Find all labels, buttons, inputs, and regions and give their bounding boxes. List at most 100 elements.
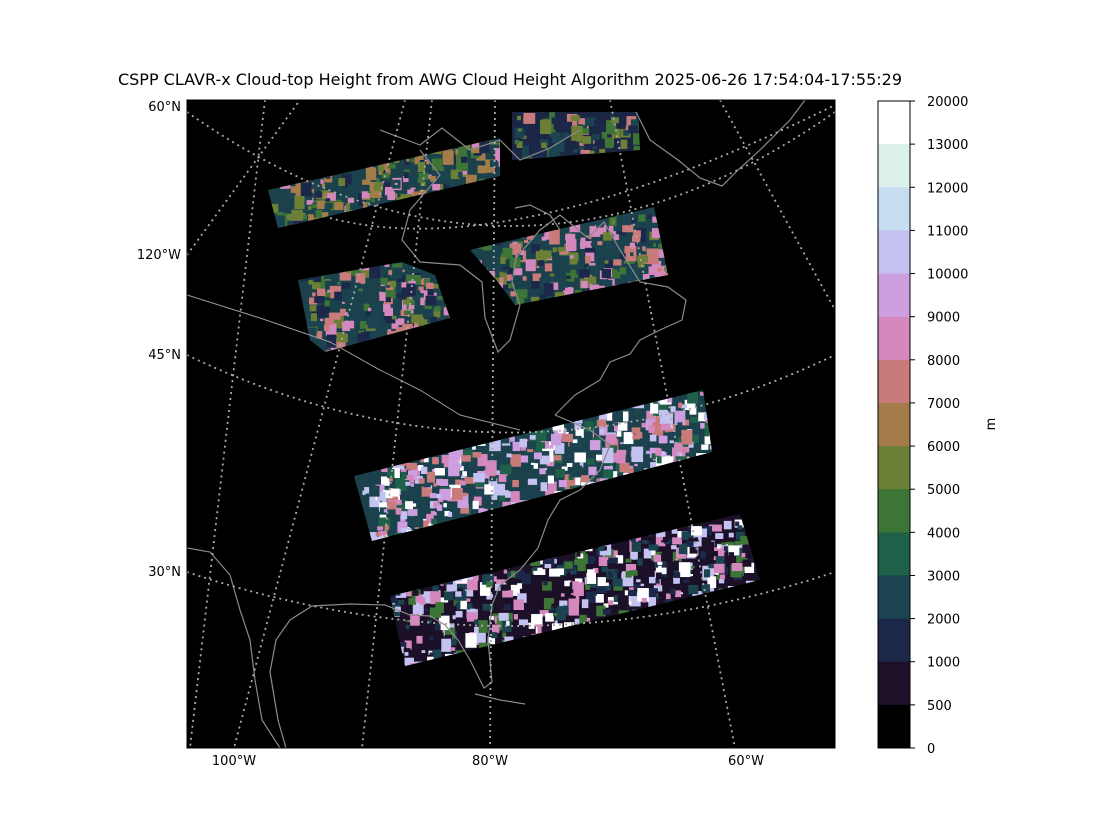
swath-pixel bbox=[314, 196, 326, 205]
swath-pixel bbox=[591, 476, 595, 480]
swath-pixel bbox=[502, 632, 507, 638]
swath-pixel bbox=[562, 132, 570, 138]
swath-pixel bbox=[358, 288, 364, 292]
swath-pixel bbox=[431, 316, 437, 324]
swath-pixel bbox=[310, 188, 315, 193]
swath-pixel bbox=[268, 203, 279, 214]
swath-pixel bbox=[516, 289, 528, 299]
swath-pixel bbox=[339, 308, 346, 316]
swath-pixel bbox=[549, 273, 555, 277]
swath-pixel bbox=[461, 449, 474, 461]
swath-pixel bbox=[584, 143, 593, 151]
colorbar-tick-label: 12000 bbox=[927, 181, 968, 196]
swath-pixel bbox=[619, 462, 630, 473]
swath-pixel bbox=[461, 475, 465, 479]
coastline-baffin bbox=[514, 204, 561, 231]
swath-pixel bbox=[719, 572, 725, 579]
swath-pixel bbox=[574, 423, 582, 430]
swath-pixel bbox=[517, 593, 527, 603]
swath-pixel bbox=[598, 411, 608, 420]
swath-pixel bbox=[325, 202, 333, 209]
map-panel: 60°N 45°N 30°N 120°W 100°W 80°W 60°W bbox=[137, 99, 836, 769]
swath-pixel bbox=[589, 440, 601, 451]
swath-pixel bbox=[304, 317, 316, 328]
swath-pixel bbox=[616, 431, 622, 437]
swath-pixel bbox=[625, 125, 630, 131]
swath-pixel bbox=[472, 500, 479, 510]
swath-pixel bbox=[605, 279, 613, 288]
swath-pixel bbox=[423, 455, 429, 463]
swath-pixel bbox=[473, 472, 485, 483]
swath-pixel bbox=[320, 318, 324, 322]
swath-pixel bbox=[508, 488, 513, 492]
swath-pixel bbox=[427, 289, 434, 296]
swath-pixel bbox=[506, 453, 512, 458]
swath-pixel bbox=[544, 257, 554, 269]
swath-pixel bbox=[365, 201, 371, 205]
swath-pixel bbox=[482, 603, 494, 611]
swath-pixel bbox=[680, 404, 687, 409]
swath-pixel bbox=[381, 466, 388, 473]
swath-pixel bbox=[685, 544, 691, 549]
swath-pixel bbox=[616, 450, 626, 464]
swath-pixel bbox=[311, 275, 316, 279]
swath-pixel bbox=[540, 482, 548, 492]
swath-pixel bbox=[429, 652, 434, 656]
swath-pixel bbox=[435, 493, 441, 499]
swath-pixel bbox=[655, 567, 667, 575]
swath-pixel bbox=[429, 175, 436, 182]
swath-pixel bbox=[500, 256, 506, 264]
swath-pixel bbox=[637, 558, 643, 566]
swath-pixel bbox=[531, 277, 541, 289]
swath-pixel bbox=[444, 634, 452, 642]
colorbar-bands bbox=[878, 101, 910, 749]
swath-pixel bbox=[620, 241, 625, 244]
swath-pixel bbox=[701, 584, 710, 593]
swath-pixel bbox=[453, 599, 460, 606]
swath-pixel bbox=[309, 297, 318, 305]
swath-pixel bbox=[569, 252, 579, 265]
swath-pixel bbox=[648, 425, 655, 434]
swath-pixel bbox=[738, 542, 746, 549]
swath-pixel bbox=[425, 282, 434, 289]
swath-pixel bbox=[503, 604, 511, 610]
swath-pixel bbox=[518, 619, 529, 626]
swath-pixel bbox=[406, 620, 410, 623]
swath-pixel bbox=[383, 303, 391, 312]
swath-pixel bbox=[741, 552, 746, 558]
swath-pixel bbox=[605, 434, 617, 444]
swath-pixel bbox=[622, 249, 627, 256]
swath-pixel bbox=[413, 176, 418, 180]
swath-pixel bbox=[406, 462, 418, 470]
swath-pixel bbox=[525, 259, 536, 272]
swath-pixel bbox=[412, 599, 424, 615]
swath-pixel bbox=[426, 471, 435, 483]
swath-pixel bbox=[425, 491, 431, 497]
swath-pixel bbox=[448, 445, 461, 461]
swath-pixel bbox=[592, 134, 600, 140]
swath-pixel bbox=[489, 594, 494, 598]
swath-pixel bbox=[646, 540, 650, 544]
swath-pixel bbox=[544, 563, 552, 569]
swath-pixel bbox=[656, 266, 662, 272]
swath-pixel bbox=[327, 289, 331, 293]
swath-pixel bbox=[654, 589, 658, 592]
swath-pixel bbox=[514, 127, 525, 139]
swath-pixel bbox=[648, 266, 658, 275]
swath-pixel bbox=[465, 633, 477, 648]
swath-pixel bbox=[689, 546, 698, 554]
lon-label-100w: 100°W bbox=[212, 754, 256, 769]
swath-pixel bbox=[392, 267, 403, 279]
colorbar-tick-label: 4000 bbox=[927, 526, 960, 541]
swath-pixel bbox=[549, 132, 556, 137]
swath-pixel bbox=[277, 211, 284, 217]
swath-pixel bbox=[321, 312, 328, 318]
figure-title: CSPP CLAVR-x Cloud-top Height from AWG C… bbox=[117, 70, 903, 89]
swath-pixel bbox=[582, 136, 591, 145]
swath-pixel bbox=[389, 477, 393, 482]
swath-pixel bbox=[596, 549, 603, 557]
swath-pixel bbox=[664, 266, 668, 272]
colorbar-band bbox=[878, 144, 910, 188]
swath-pixel bbox=[434, 623, 441, 631]
swath-pixel bbox=[622, 224, 634, 233]
